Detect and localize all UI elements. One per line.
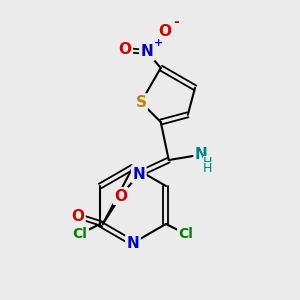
Text: O: O [118,43,131,58]
Text: O: O [71,208,84,224]
Text: N: N [132,167,145,182]
Text: O: O [114,188,127,203]
Text: -: - [173,15,179,29]
Text: N: N [127,236,140,250]
Text: N: N [141,44,153,59]
Text: Cl: Cl [178,227,193,241]
Text: Cl: Cl [73,227,88,241]
Text: +: + [154,38,163,48]
Text: O: O [158,25,172,40]
Text: H: H [203,156,212,169]
Text: N: N [194,146,207,161]
Text: S: S [136,95,146,110]
Text: H: H [203,162,212,175]
